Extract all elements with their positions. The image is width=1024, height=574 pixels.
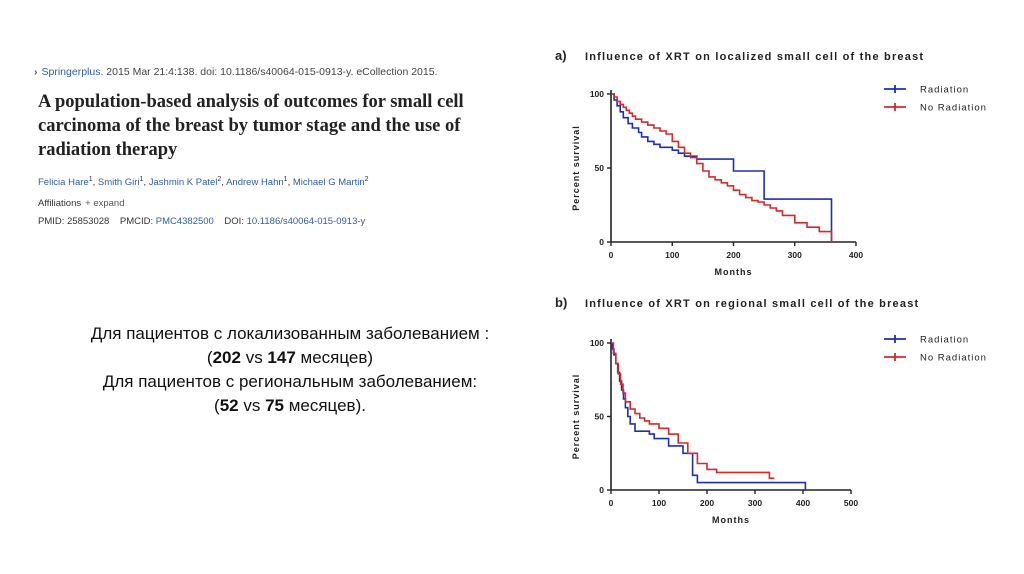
y-tick-label: 0 [599,485,604,495]
x-axis-label: Months [712,515,750,525]
y-tick-label: 0 [599,237,604,247]
panel-label: a) [555,48,567,63]
y-tick-label: 50 [595,163,605,173]
series-line-radiation [611,93,833,242]
legend-label: No Radiation [920,103,987,114]
pmid: PMID: 25853028 [38,216,110,227]
median-radiation-localized: 202 [212,348,241,367]
panel-label: b) [555,295,567,310]
pmcid-link[interactable]: PMC4382500 [155,216,214,227]
x-tick-label: 0 [609,250,614,260]
series-line-no-radiation [611,342,775,479]
journal-link[interactable]: Springerplus. [41,66,104,78]
chart-title: Influence of XRT on regional small cell … [585,298,919,310]
y-tick-label: 100 [590,338,604,348]
affiliations-label: Affiliations [38,198,82,209]
x-tick-label: 100 [652,498,666,508]
x-tick-label: 200 [700,498,714,508]
x-tick-label: 500 [844,498,858,508]
x-tick-label: 200 [726,250,740,260]
y-axis-label: Percent survival [571,125,581,211]
author-affil-number: 2 [217,176,222,183]
summary-regional-values: (52 vs 75 месяцев). [214,396,366,415]
author-affil-number: 2 [364,176,369,183]
series-line-no-radiation [611,93,833,242]
author-link[interactable]: Michael G Martin [292,177,365,189]
chevron-right-icon: › [34,66,38,78]
author-affil-number: 1 [283,176,288,183]
citation-line: › Springerplus. 2015 Mar 21:4:138. doi: 1… [34,66,437,78]
median-no-radiation-regional: 75 [265,396,284,415]
affiliations-row: Affiliations + expand [38,198,125,209]
citation-details: 2015 Mar 21:4:138. doi: 10.1186/s40064-0… [106,66,438,78]
expand-button[interactable]: + expand [85,198,125,209]
author-link[interactable]: Andrew Hahn [226,177,284,189]
identifiers-row: PMID: 25853028 PMCID: PMC4382500 DOI: 10… [38,216,365,227]
median-radiation-regional: 52 [219,396,239,415]
author-list: Felicia Hare1, Smith Giri1, Jashmin K Pa… [38,176,369,189]
author-affil-number: 1 [88,176,93,183]
x-tick-label: 100 [665,250,679,260]
author-link[interactable]: Felicia Hare [38,177,89,189]
x-tick-label: 300 [788,250,802,260]
summary-localized-heading: Для пациентов с локализованным заболеван… [90,324,490,343]
x-tick-label: 0 [609,498,614,508]
x-tick-label: 400 [796,498,810,508]
author-link[interactable]: Smith Giri [97,177,140,189]
legend-label: No Radiation [920,353,987,364]
summary-regional-heading: Для пациентов с региональным заболевание… [102,372,478,391]
chart-title: Influence of XRT on localized small cell… [585,51,924,63]
x-tick-label: 400 [849,250,863,260]
summary-localized-values: (202 vs 147 месяцев) [206,348,374,367]
x-tick-label: 300 [748,498,762,508]
article-title: A population-based analysis of outcomes … [38,92,464,160]
author-affil-number: 1 [139,176,144,183]
y-axis-label: Percent survival [571,374,581,460]
author-link[interactable]: Jashmin K Patel [148,177,218,189]
y-tick-label: 50 [595,412,605,422]
y-tick-label: 100 [590,89,604,99]
doi-link[interactable]: 10.1186/s40064-015-0913-y [246,216,366,227]
pmcid-label: PMCID: [119,216,154,227]
doi-label: DOI: [224,216,244,227]
legend-label: Radiation [920,335,969,346]
legend-label: Radiation [920,85,969,96]
survival-summary: Для пациентов с локализованным заболеван… [30,322,550,418]
x-axis-label: Months [715,267,753,277]
median-no-radiation-localized: 147 [267,348,296,367]
